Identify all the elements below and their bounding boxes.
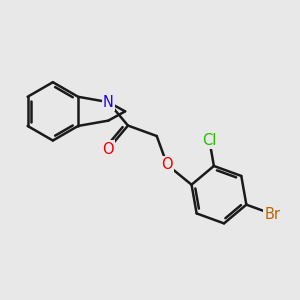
- Text: Br: Br: [264, 207, 280, 222]
- Text: O: O: [161, 157, 173, 172]
- Text: Cl: Cl: [202, 133, 217, 148]
- Text: O: O: [103, 142, 114, 157]
- Text: N: N: [103, 94, 114, 110]
